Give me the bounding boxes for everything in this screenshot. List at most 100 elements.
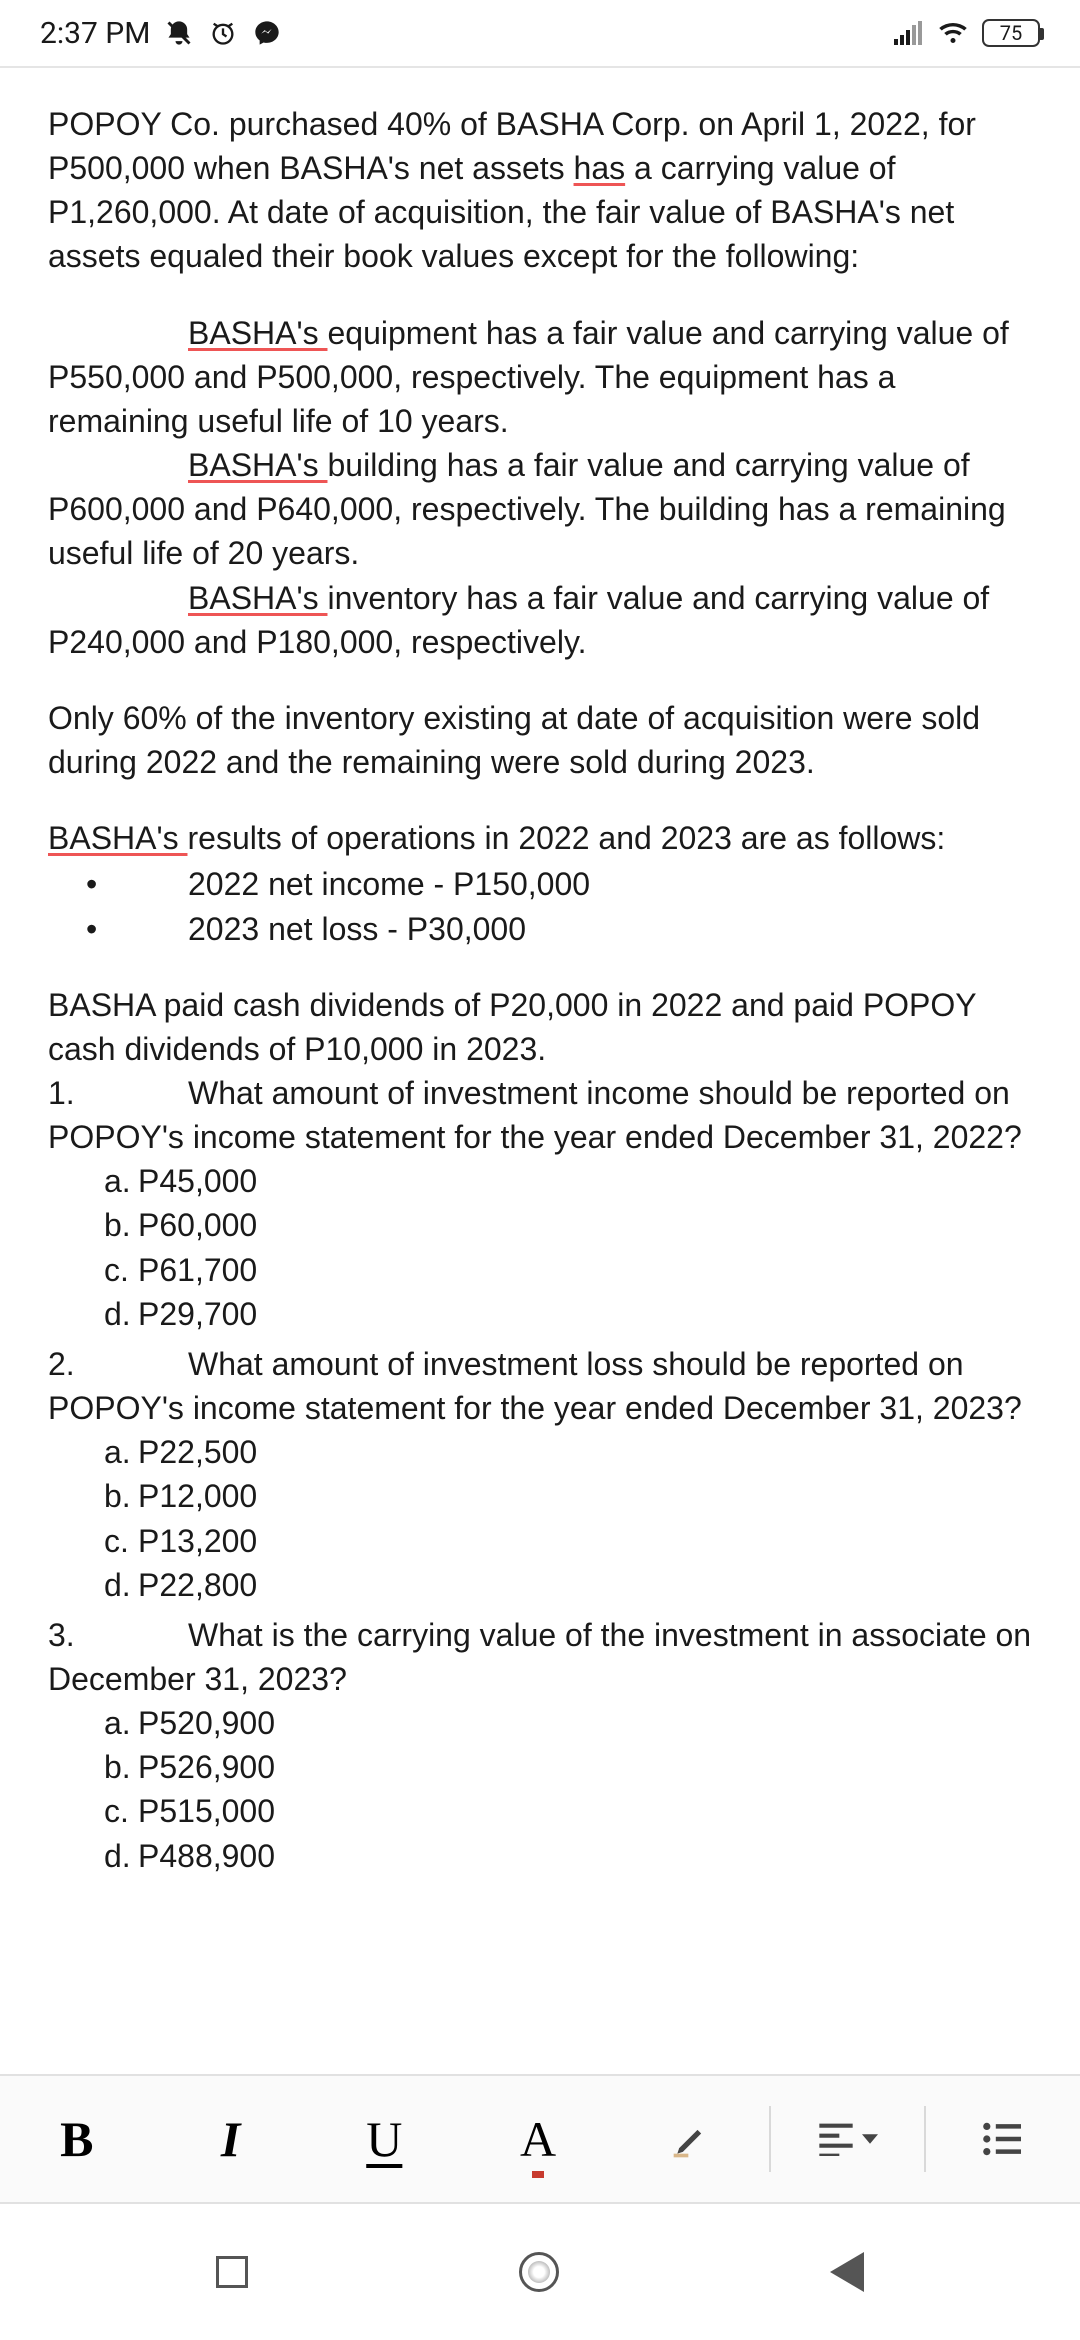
paragraph-inventory-sold: Only 60% of the inventory existing at da… [48, 696, 1032, 784]
opt-letter: c. [48, 1519, 138, 1563]
paragraph-dividends: BASHA paid cash dividends of P20,000 in … [48, 983, 1032, 1071]
opt-letter: a. [48, 1159, 138, 1203]
dnd-icon [164, 18, 194, 48]
option-d: d.P22,800 [48, 1563, 1032, 1607]
text: 2023 net loss - P30,000 [188, 907, 526, 951]
q-number: 1. [48, 1071, 188, 1115]
text-underlined: BASHA's [188, 447, 327, 483]
underline-button[interactable]: U [307, 2076, 461, 2202]
option-c: c.P515,000 [48, 1789, 1032, 1833]
paragraph-results: BASHA's results of operations in 2022 an… [48, 816, 1032, 860]
text-underlined: BASHA's [188, 580, 327, 616]
nav-recent-button[interactable] [216, 2256, 248, 2288]
text: What amount of investment income should … [48, 1075, 1022, 1155]
label: U [366, 2110, 402, 2168]
option-a: a.P45,000 [48, 1159, 1032, 1203]
text: 2022 net income - P150,000 [188, 862, 590, 906]
opt-letter: d. [48, 1292, 138, 1336]
opt-value: P515,000 [138, 1789, 275, 1833]
opt-letter: c. [48, 1789, 138, 1833]
label: A [520, 2110, 556, 2168]
alarm-icon [208, 18, 238, 48]
bold-button[interactable]: B [0, 2076, 154, 2202]
option-a: a.P520,900 [48, 1701, 1032, 1745]
question-1: 1.What amount of investment income shoul… [48, 1071, 1032, 1336]
opt-value: P60,000 [138, 1203, 257, 1247]
label: B [60, 2110, 93, 2168]
option-b: b.P526,900 [48, 1745, 1032, 1789]
label: I [221, 2110, 240, 2168]
opt-value: P45,000 [138, 1159, 257, 1203]
option-d: d.P488,900 [48, 1834, 1032, 1878]
opt-letter: a. [48, 1701, 138, 1745]
opt-value: P22,800 [138, 1563, 257, 1607]
question-2: 2.What amount of investment loss should … [48, 1342, 1032, 1607]
opt-letter: b. [48, 1474, 138, 1518]
paragraph-intro: POPOY Co. purchased 40% of BASHA Corp. o… [48, 102, 1032, 279]
opt-letter: d. [48, 1563, 138, 1607]
nav-home-button[interactable] [519, 2252, 559, 2292]
option-d: d.P29,700 [48, 1292, 1032, 1336]
opt-value: P526,900 [138, 1745, 275, 1789]
bullet-list-button[interactable] [926, 2076, 1080, 2202]
opt-value: P22,500 [138, 1430, 257, 1474]
text: What amount of investment loss should be… [48, 1346, 1022, 1426]
option-a: a.P22,500 [48, 1430, 1032, 1474]
q1-text: 1.What amount of investment income shoul… [48, 1071, 1032, 1159]
opt-letter: a. [48, 1430, 138, 1474]
align-menu-button[interactable] [771, 2076, 925, 2202]
text: What is the carrying value of the invest… [48, 1617, 1031, 1697]
text-underlined: BASHA's [48, 820, 187, 856]
nav-back-button[interactable] [830, 2252, 864, 2292]
option-b: b.P12,000 [48, 1474, 1032, 1518]
option-b: b.P60,000 [48, 1203, 1032, 1247]
opt-value: P488,900 [138, 1834, 275, 1878]
battery-icon: 75 [982, 19, 1040, 47]
chevron-down-icon [862, 2133, 878, 2145]
status-bar: 2:37 PM 75 [0, 0, 1080, 66]
status-right: 75 [894, 18, 1040, 48]
status-time: 2:37 PM [40, 16, 150, 51]
battery-level: 75 [1000, 21, 1022, 45]
line-inventory: BASHA's inventory has a fair value and c… [48, 576, 1032, 664]
option-c: c.P61,700 [48, 1248, 1032, 1292]
bullet-dot: • [48, 862, 188, 906]
bullet-list-icon [981, 2121, 1025, 2157]
format-toolbar: B I U A [0, 2074, 1080, 2204]
highlight-icon [670, 2117, 714, 2161]
align-icon [816, 2122, 878, 2156]
document-content[interactable]: POPOY Co. purchased 40% of BASHA Corp. o… [0, 68, 1080, 1878]
text-underlined: has [574, 150, 626, 186]
bullet-list: •2022 net income - P150,000 •2023 net lo… [48, 862, 1032, 950]
bullet-dot: • [48, 907, 188, 951]
highlight-button[interactable] [615, 2076, 769, 2202]
q2-text: 2.What amount of investment loss should … [48, 1342, 1032, 1430]
messenger-icon [252, 18, 282, 48]
font-color-button[interactable]: A [461, 2076, 615, 2202]
opt-letter: c. [48, 1248, 138, 1292]
wifi-icon [938, 18, 968, 48]
text: results of operations in 2022 and 2023 a… [187, 820, 945, 856]
bullet-item: •2023 net loss - P30,000 [48, 907, 1032, 951]
opt-value: P12,000 [138, 1474, 257, 1518]
status-left: 2:37 PM [40, 16, 282, 51]
android-nav-bar [0, 2204, 1080, 2340]
line-building: BASHA's building has a fair value and ca… [48, 443, 1032, 575]
opt-value: P13,200 [138, 1519, 257, 1563]
opt-value: P61,700 [138, 1248, 257, 1292]
bullet-item: •2022 net income - P150,000 [48, 862, 1032, 906]
paragraph-assets: BASHA's equipment has a fair value and c… [48, 311, 1032, 664]
opt-letter: b. [48, 1203, 138, 1247]
q-number: 3. [48, 1613, 188, 1657]
question-3: 3.What is the carrying value of the inve… [48, 1613, 1032, 1878]
opt-letter: d. [48, 1834, 138, 1878]
italic-button[interactable]: I [154, 2076, 308, 2202]
line-equipment: BASHA's equipment has a fair value and c… [48, 311, 1032, 443]
signal-icon [894, 18, 924, 48]
text-underlined: BASHA's [188, 315, 327, 351]
opt-letter: b. [48, 1745, 138, 1789]
opt-value: P29,700 [138, 1292, 257, 1336]
q3-text: 3.What is the carrying value of the inve… [48, 1613, 1032, 1701]
opt-value: P520,900 [138, 1701, 275, 1745]
q-number: 2. [48, 1342, 188, 1386]
